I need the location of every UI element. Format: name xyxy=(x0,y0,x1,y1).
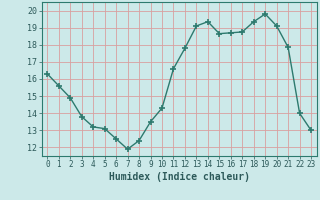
X-axis label: Humidex (Indice chaleur): Humidex (Indice chaleur) xyxy=(109,172,250,182)
